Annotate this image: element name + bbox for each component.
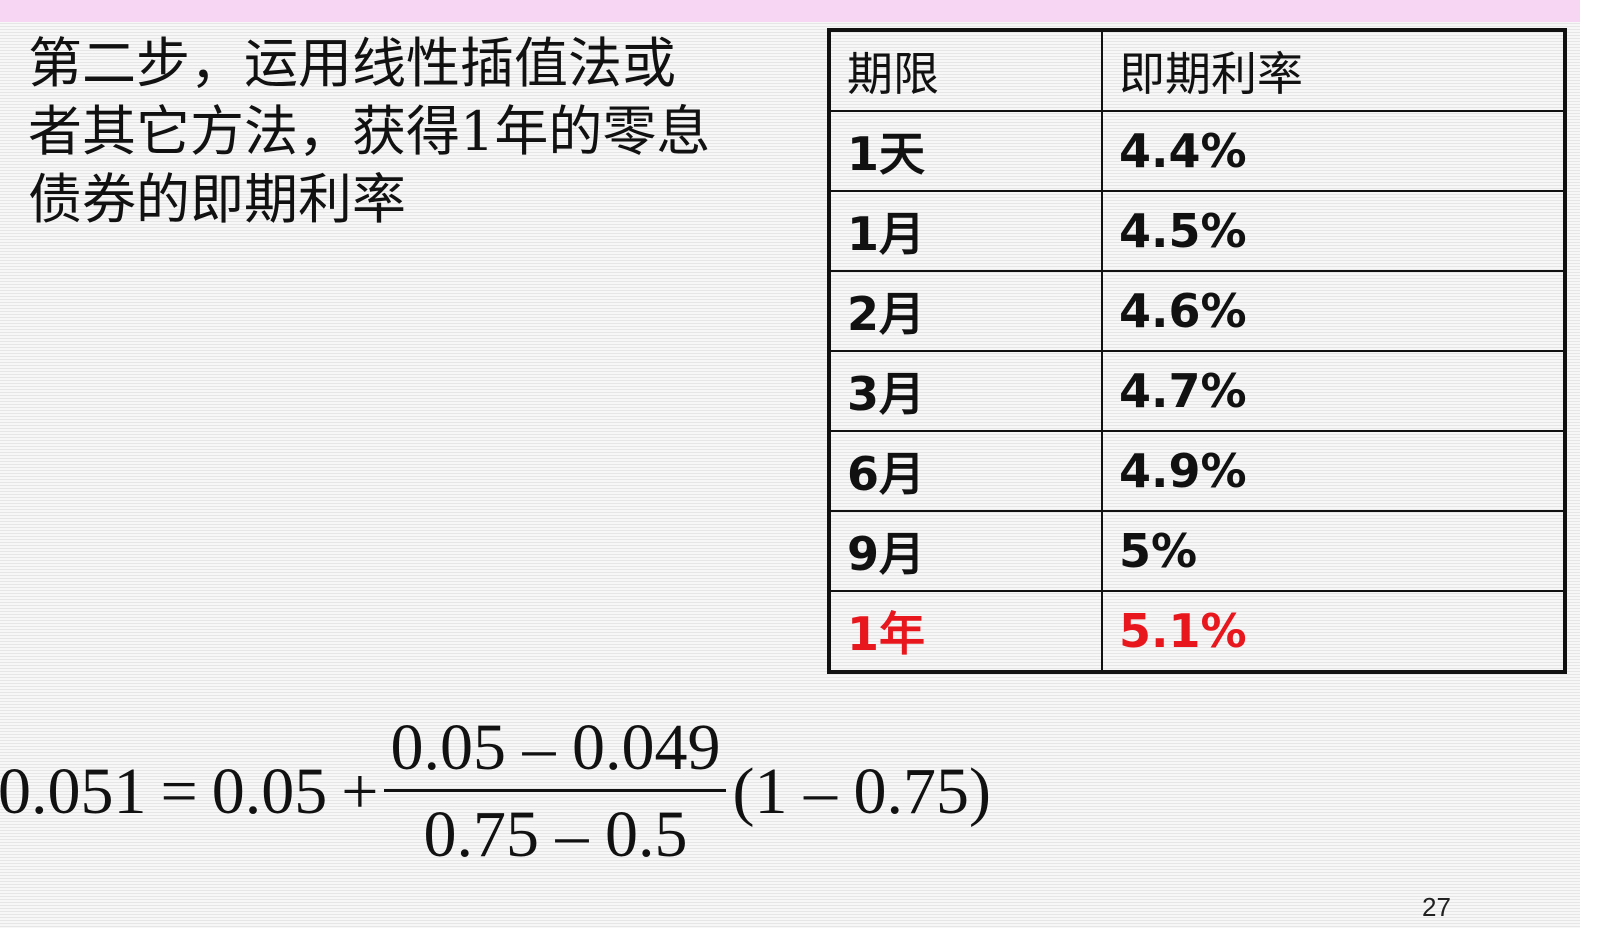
rate-cell: 4.4% — [1101, 110, 1566, 192]
header-spot-rate: 即期利率 — [1101, 29, 1566, 112]
formula-lhs: 0.051 — [0, 754, 147, 828]
rate-cell: 5% — [1101, 510, 1566, 592]
rate-cell: 4.5% — [1101, 190, 1566, 272]
header-term: 期限 — [828, 29, 1103, 112]
formula-base: 0.05 — [211, 754, 328, 828]
table-row: 6月 4.9% — [828, 430, 1566, 512]
formula-plus: + — [341, 754, 379, 828]
table-row: 2月 4.6% — [828, 270, 1566, 352]
slide-right-margin — [1580, 0, 1614, 928]
table-header-row: 期限 即期利率 — [828, 29, 1566, 112]
term-cell: 2月 — [828, 270, 1103, 352]
table-row-highlighted: 1年 5.1% — [828, 590, 1566, 673]
formula-factor: (1 – 0.75) — [732, 754, 991, 828]
formula-fraction: 0.05 – 0.049 0.75 – 0.5 — [384, 715, 727, 871]
rate-cell: 5.1% — [1101, 590, 1566, 673]
term-cell: 9月 — [828, 510, 1103, 592]
intro-text: 第二步，运用线性插值法或 者其它方法，获得1年的零息 债券的即期利率 — [28, 32, 711, 231]
table-row: 1天 4.4% — [828, 110, 1566, 192]
term-cell: 1天 — [828, 110, 1103, 192]
formula-denominator: 0.75 – 0.5 — [423, 798, 688, 871]
rate-cell: 4.9% — [1101, 430, 1566, 512]
formula-equals: = — [160, 754, 198, 828]
term-cell: 1年 — [828, 590, 1103, 673]
slide-top-band — [0, 0, 1580, 22]
formula-numerator: 0.05 – 0.049 — [384, 715, 727, 792]
spot-rate-table: 期限 即期利率 1天 4.4% 1月 4.5% 2月 4.6% 3月 4.7% … — [827, 28, 1567, 674]
term-cell: 3月 — [828, 350, 1103, 432]
interpolation-formula: 0.051 = 0.05 + 0.05 – 0.049 0.75 – 0.5 (… — [0, 715, 991, 868]
term-cell: 6月 — [828, 430, 1103, 512]
page-number: 27 — [1422, 892, 1451, 922]
rate-cell: 4.7% — [1101, 350, 1566, 432]
table-row: 3月 4.7% — [828, 350, 1566, 432]
table-row: 9月 5% — [828, 510, 1566, 592]
term-cell: 1月 — [828, 190, 1103, 272]
table-row: 1月 4.5% — [828, 190, 1566, 272]
rate-cell: 4.6% — [1101, 270, 1566, 352]
